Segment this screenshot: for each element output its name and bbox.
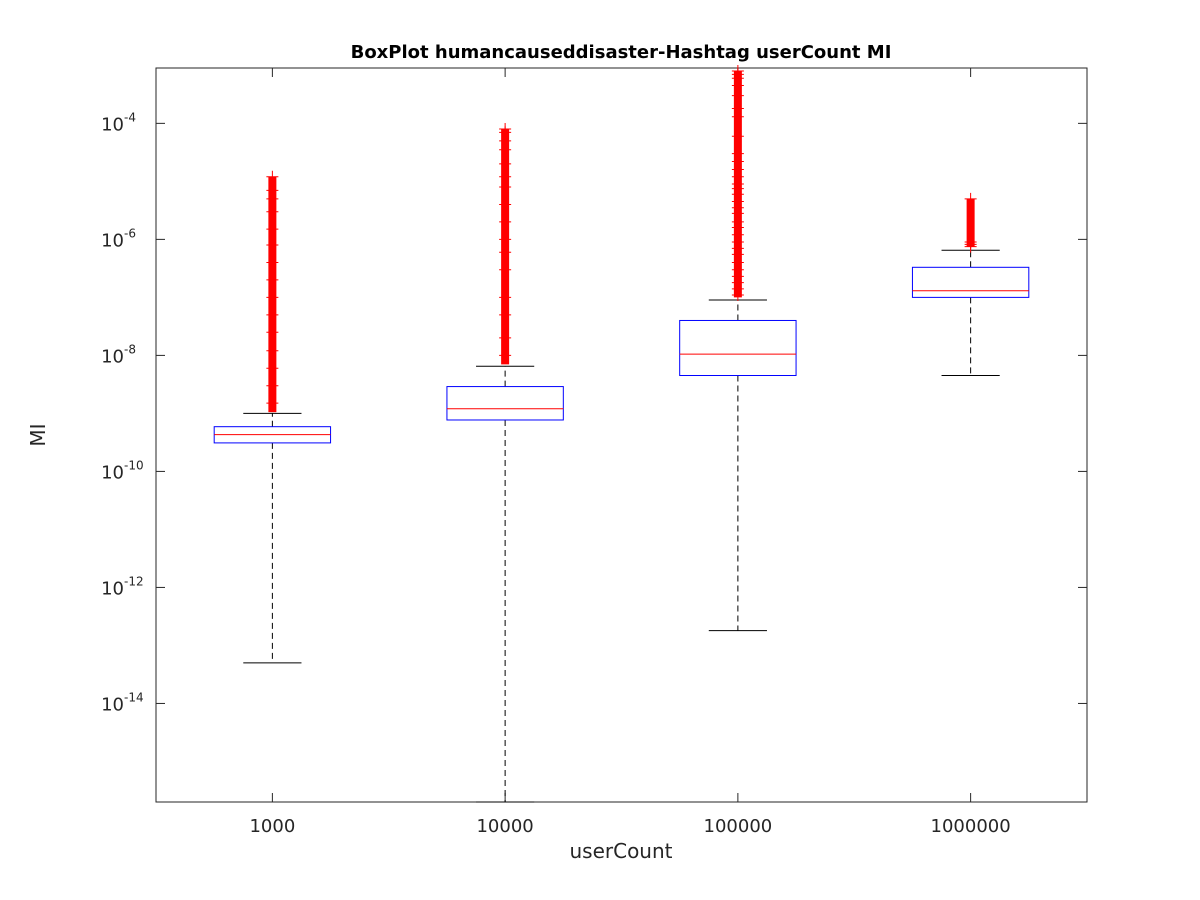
outlier-marker-1000-3	[266, 344, 279, 357]
box-group-100000	[679, 64, 797, 632]
outlier-marker-1000-11	[266, 205, 279, 218]
outlier-marker-10000-8	[499, 198, 512, 211]
x-axis-label: userCount	[569, 839, 672, 863]
x-tick-label-2: 100000	[704, 816, 773, 837]
box-group-10000	[446, 122, 564, 803]
outlier-marker-1000-7	[266, 273, 279, 286]
y-tick-label-2: 10	[101, 462, 124, 483]
outlier-marker-10000-4	[499, 263, 512, 276]
y-tick-exponent-0: -14	[124, 690, 144, 704]
outlier-marker-1000000-3	[964, 192, 977, 205]
outlier-marker-1000-6	[266, 291, 279, 304]
box-group-1000000	[911, 192, 1030, 377]
outlier-marker-10000-6	[499, 233, 512, 246]
y-tick-label-0: 10	[101, 694, 124, 715]
outlier-marker-1000-5	[266, 308, 279, 321]
boxes-layer	[213, 64, 1030, 803]
box-1000000	[911, 266, 1030, 298]
x-tick-label-1: 10000	[476, 816, 533, 837]
outlier-marker-10000-9	[499, 180, 512, 193]
outlier-marker-10000-3	[499, 291, 512, 304]
y-tick-label-5: 10	[101, 114, 124, 135]
outlier-marker-10000-0	[499, 349, 512, 362]
y-axis-label: MI	[26, 423, 50, 446]
y-tick-label-4: 10	[101, 230, 124, 251]
chart-title: BoxPlot humancauseddisaster-Hashtag user…	[351, 42, 892, 63]
outlier-marker-10000-11	[499, 157, 512, 170]
outlier-marker-10000-2	[499, 308, 512, 321]
outlier-marker-1000-10	[266, 223, 279, 236]
box-group-1000	[213, 170, 332, 664]
outlier-band-1000000	[966, 198, 975, 247]
outlier-marker-1000-9	[266, 238, 279, 251]
outlier-marker-1000-14	[266, 170, 279, 183]
x-tick-label-3: 1000000	[931, 816, 1011, 837]
outlier-marker-100000-29	[731, 64, 744, 77]
y-tick-exponent-2: -10	[124, 458, 144, 472]
outlier-marker-1000-1	[266, 379, 279, 392]
outlier-marker-100000-24	[731, 102, 744, 115]
outlier-marker-1000-0	[266, 397, 279, 410]
y-tick-label-3: 10	[101, 346, 124, 367]
outlier-marker-100000-21	[731, 147, 744, 160]
outlier-marker-10000-5	[499, 246, 512, 259]
outlier-marker-10000-15	[499, 122, 512, 135]
y-tick-exponent-5: -4	[124, 110, 136, 124]
y-tick-exponent-1: -12	[124, 574, 144, 588]
y-tick-exponent-4: -6	[124, 226, 136, 240]
box-100000	[679, 319, 797, 377]
y-tick-exponent-3: -8	[124, 342, 136, 356]
outlier-marker-10000-7	[499, 215, 512, 228]
outlier-marker-1000-2	[266, 362, 279, 375]
outlier-marker-100000-25	[731, 89, 744, 102]
y-tick-label-1: 10	[101, 578, 124, 599]
outlier-marker-1000-4	[266, 326, 279, 339]
x-tick-label-0: 1000	[249, 816, 295, 837]
outlier-marker-1000-8	[266, 256, 279, 269]
outlier-marker-100000-22	[731, 130, 744, 143]
outlier-marker-10000-1	[499, 331, 512, 344]
outlier-marker-1000000-2	[964, 236, 977, 249]
outlier-marker-1000-13	[266, 184, 279, 197]
outlier-marker-10000-10	[499, 170, 512, 183]
box-10000	[446, 386, 564, 421]
